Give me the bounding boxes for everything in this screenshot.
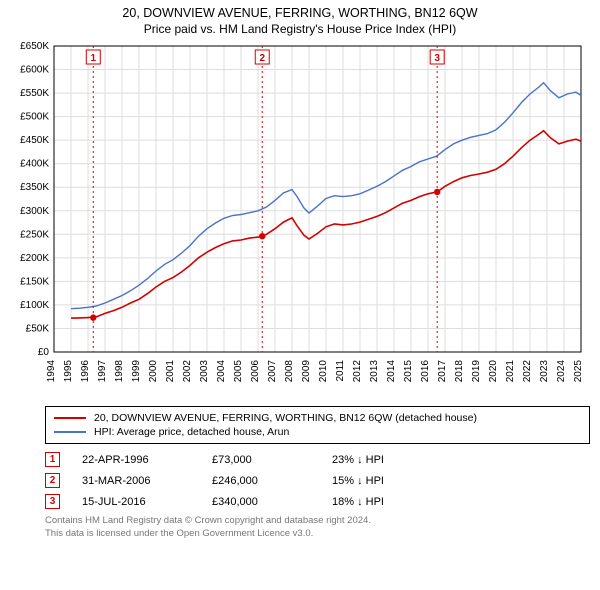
events-table: 1 22-APR-1996£73,00023% ↓ HPI 2 31-MAR-2006… — [45, 452, 590, 509]
legend-label-1: HPI: Average price, detached house, Arun — [94, 425, 289, 439]
title-address: 20, DOWNVIEW AVENUE, FERRING, WORTHING, … — [0, 6, 600, 20]
attribution-line2: This data is licensed under the Open Gov… — [45, 528, 590, 540]
svg-text:2023: 2023 — [539, 360, 550, 383]
svg-text:£400K: £400K — [20, 159, 49, 170]
svg-text:2001: 2001 — [165, 360, 176, 383]
event-row-1: 1 22-APR-1996£73,00023% ↓ HPI — [45, 452, 590, 467]
event-delta-3: 18% ↓ HPI — [332, 496, 452, 508]
svg-text:£100K: £100K — [20, 300, 49, 311]
svg-text:1995: 1995 — [63, 360, 74, 383]
title-subtitle: Price paid vs. HM Land Registry's House … — [0, 22, 600, 36]
marker-2-label: 2 — [259, 53, 265, 64]
svg-text:2015: 2015 — [403, 360, 414, 383]
svg-text:1996: 1996 — [80, 360, 91, 383]
svg-text:£550K: £550K — [20, 88, 49, 99]
price-chart: £0 £50K £100K £150K £200K £250K £300K £350K £400… — [9, 40, 591, 400]
attribution-line1: Contains HM Land Registry data © Crown c… — [45, 515, 590, 527]
svg-text:2019: 2019 — [471, 360, 482, 383]
event-price-1: £73,000 — [212, 454, 332, 466]
event-date-3: 15-JUL-2016 — [82, 496, 212, 508]
legend-swatch-1 — [54, 431, 86, 433]
marker-1-dot — [90, 314, 96, 320]
svg-text:2008: 2008 — [284, 360, 295, 383]
legend-row-1: HPI: Average price, detached house, Arun — [54, 425, 581, 439]
svg-text:1999: 1999 — [131, 360, 142, 383]
event-price-3: £340,000 — [212, 496, 332, 508]
svg-text:£600K: £600K — [20, 65, 49, 76]
svg-text:2004: 2004 — [216, 360, 227, 383]
svg-text:2022: 2022 — [522, 360, 533, 383]
svg-text:2016: 2016 — [420, 360, 431, 383]
svg-text:2009: 2009 — [301, 360, 312, 383]
event-marker-1: 1 — [45, 452, 60, 467]
event-date-1: 22-APR-1996 — [82, 454, 212, 466]
svg-text:2013: 2013 — [369, 360, 380, 383]
marker-3-dot — [434, 189, 440, 195]
marker-1-label: 1 — [90, 53, 96, 64]
event-delta-1: 23% ↓ HPI — [332, 454, 452, 466]
event-row-2: 2 31-MAR-2006£246,00015% ↓ HPI — [45, 473, 590, 488]
svg-text:1998: 1998 — [114, 360, 125, 383]
svg-text:2006: 2006 — [250, 360, 261, 383]
svg-text:£650K: £650K — [20, 41, 49, 52]
svg-text:1994: 1994 — [46, 360, 57, 383]
svg-text:£450K: £450K — [20, 135, 49, 146]
event-price-2: £246,000 — [212, 475, 332, 487]
marker-3-label: 3 — [434, 53, 440, 64]
svg-text:£500K: £500K — [20, 112, 49, 123]
svg-text:2000: 2000 — [148, 360, 159, 383]
svg-text:2005: 2005 — [233, 360, 244, 383]
svg-text:2020: 2020 — [488, 360, 499, 383]
svg-text:2021: 2021 — [505, 360, 516, 383]
marker-2-dot — [259, 233, 265, 239]
svg-text:£250K: £250K — [20, 229, 49, 240]
svg-text:2017: 2017 — [437, 360, 448, 383]
event-row-3: 3 15-JUL-2016£340,00018% ↓ HPI — [45, 494, 590, 509]
svg-text:2010: 2010 — [318, 360, 329, 383]
legend-row-0: 20, DOWNVIEW AVENUE, FERRING, WORTHING, … — [54, 411, 581, 425]
legend: 20, DOWNVIEW AVENUE, FERRING, WORTHING, … — [45, 406, 590, 444]
svg-text:2007: 2007 — [267, 360, 278, 383]
legend-label-0: 20, DOWNVIEW AVENUE, FERRING, WORTHING, … — [94, 411, 477, 425]
svg-text:£300K: £300K — [20, 206, 49, 217]
svg-text:2018: 2018 — [454, 360, 465, 383]
event-delta-2: 15% ↓ HPI — [332, 475, 452, 487]
svg-text:2011: 2011 — [335, 360, 346, 382]
svg-text:£150K: £150K — [20, 276, 49, 287]
svg-text:£0: £0 — [38, 347, 50, 358]
svg-text:2025: 2025 — [573, 360, 584, 383]
attribution: Contains HM Land Registry data © Crown c… — [45, 515, 590, 540]
chart-titles: 20, DOWNVIEW AVENUE, FERRING, WORTHING, … — [0, 0, 600, 36]
svg-text:2014: 2014 — [386, 360, 397, 383]
svg-text:2003: 2003 — [199, 360, 210, 383]
svg-text:£350K: £350K — [20, 182, 49, 193]
svg-text:£50K: £50K — [26, 323, 50, 334]
svg-text:1997: 1997 — [97, 360, 108, 383]
event-marker-3: 3 — [45, 494, 60, 509]
svg-text:2024: 2024 — [556, 360, 567, 383]
event-marker-2: 2 — [45, 473, 60, 488]
event-date-2: 31-MAR-2006 — [82, 475, 212, 487]
svg-text:2012: 2012 — [352, 360, 363, 383]
legend-swatch-0 — [54, 417, 86, 419]
svg-text:£200K: £200K — [20, 253, 49, 264]
svg-text:2002: 2002 — [182, 360, 193, 383]
